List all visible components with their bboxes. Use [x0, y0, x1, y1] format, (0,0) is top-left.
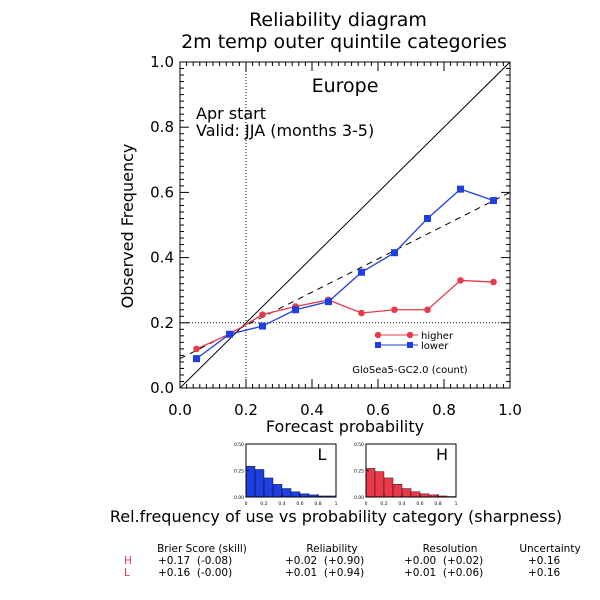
plot-ticks: 0.0 0.2 0.4 0.6 0.8 1.0 0.0 0.2 0.4 0.6 0.8 1.0	[150, 53, 522, 419]
score-row-l-label: L	[124, 567, 130, 579]
sharpness-x-tick-label: 0.8	[434, 501, 441, 507]
sharpness-x-tick-label: 0.2	[260, 501, 267, 507]
sharpness-bar-H	[401, 488, 412, 498]
y-tick-label: 0.6	[150, 183, 174, 201]
score-header-reliability: Reliability	[306, 543, 357, 555]
y-tick-label: 0.4	[150, 249, 174, 267]
x-tick-label: 0.0	[168, 401, 192, 419]
start-annotation: Apr start	[196, 104, 266, 123]
sharpness-y-tick-label: 0.50	[234, 442, 244, 448]
sharpness-caption: Rel.frequency of use vs probability cate…	[110, 507, 562, 526]
sharpness-y-tick-label: 0.50	[354, 442, 364, 448]
score-row-h-reliability: +0.02 (+0.90)	[285, 555, 364, 567]
region-label: Europe	[312, 75, 379, 97]
model-label: GloSea5-GC2.0 (count)	[352, 365, 468, 376]
sharpness-bar-L	[281, 488, 292, 498]
y-tick-label: 0.0	[150, 379, 174, 397]
legend-marker-lower	[375, 342, 381, 348]
sharpness-x-tick-label: 0	[245, 501, 248, 507]
y-tick-label: 0.2	[150, 314, 174, 332]
x-tick-label: 0.6	[366, 401, 390, 419]
sharpness-bar-H	[392, 484, 403, 498]
score-row-h-resolution: +0.00 (+0.02)	[404, 555, 483, 567]
data-point-higher	[193, 345, 200, 353]
data-point-higher	[259, 311, 266, 318]
legend-marker-higher-end	[406, 331, 414, 339]
sharpness-x-tick-label: 0.4	[278, 501, 285, 507]
x-tick-label: 1.0	[498, 401, 522, 419]
series-layer	[193, 185, 497, 363]
sharpness-y-tick-label: 0.25	[234, 469, 244, 475]
score-table: Brier Score (skill) Reliability Resoluti…	[124, 543, 581, 579]
data-point-lower	[358, 268, 365, 276]
sharpness-bar-H	[383, 477, 394, 498]
sharpness-x-tick-label: 0.6	[416, 501, 423, 507]
data-point-lower	[259, 322, 266, 330]
sharpness-bar-L	[254, 469, 265, 498]
sharpness-x-tick-label: 1	[335, 501, 338, 507]
valid-annotation: Valid: JJA (months 3-5)	[196, 121, 374, 140]
chart-subtitle: 2m temp outer quintile categories	[181, 31, 507, 53]
sharpness-x-tick-label: 0.6	[296, 501, 303, 507]
score-row-h-label: H	[124, 555, 132, 567]
sharpness-panel-label: L	[318, 445, 327, 464]
score-header-uncertainty: Uncertainty	[519, 543, 580, 555]
data-point-lower	[325, 298, 332, 306]
legend: higher lower	[374, 331, 454, 352]
y-axis-label: Observed Frequency	[118, 144, 137, 309]
data-point-higher	[424, 306, 431, 314]
legend-label-higher: higher	[421, 331, 454, 342]
data-point-higher	[490, 278, 497, 286]
score-header-brier: Brier Score (skill)	[157, 543, 247, 555]
x-tick-label: 0.4	[300, 401, 324, 419]
data-point-lower	[292, 306, 299, 314]
sharpness-x-tick-label: 1	[455, 501, 458, 507]
legend-marker-higher	[374, 331, 382, 339]
data-point-higher	[391, 306, 398, 314]
sharpness-bar-H	[374, 471, 385, 498]
data-point-higher	[457, 277, 464, 284]
sharpness-x-tick-label: 0	[365, 501, 368, 507]
series-line-lower	[196, 188, 494, 360]
score-row-l-reliability: +0.01 (+0.94)	[285, 567, 364, 579]
sharpness-bar-L	[263, 477, 274, 498]
series-line-higher	[196, 279, 494, 350]
chart-title: Reliability diagram	[249, 9, 427, 31]
sharpness-y-tick-label: 0.25	[354, 469, 364, 475]
x-axis-label: Forecast probability	[266, 417, 424, 436]
perfect-reliability-diagonal	[179, 61, 511, 389]
sharpness-x-tick-label: 0.8	[314, 501, 321, 507]
score-row-l-brier: +0.16 (-0.00)	[158, 567, 232, 579]
x-tick-label: 0.2	[234, 401, 258, 419]
data-point-lower	[457, 185, 464, 193]
y-tick-label: 0.8	[150, 118, 174, 136]
data-point-lower	[226, 330, 233, 338]
legend-label-lower: lower	[421, 341, 449, 352]
sharpness-bar-L	[290, 491, 301, 498]
sharpness-panel-label: H	[436, 445, 448, 464]
legend-marker-lower-end	[407, 342, 413, 348]
score-row-l-resolution: +0.01 (+0.06)	[404, 567, 483, 579]
sharpness-x-tick-label: 0.4	[398, 501, 405, 507]
data-point-higher	[358, 309, 365, 317]
sharpness-x-tick-label: 0.2	[380, 501, 387, 507]
y-tick-label: 1.0	[150, 53, 174, 71]
sharpness-y-tick-label: 0.00	[354, 495, 364, 501]
score-row-h-brier: +0.17 (-0.08)	[158, 555, 232, 567]
data-point-lower	[391, 249, 398, 257]
data-point-lower	[193, 355, 200, 363]
data-point-lower	[490, 197, 497, 205]
sharpness-bar-H	[410, 491, 421, 498]
x-tick-label: 0.8	[432, 401, 456, 419]
reference-lines	[179, 61, 511, 389]
score-row-h-uncertainty: +0.16	[528, 555, 560, 567]
sharpness-bar-H	[365, 468, 376, 498]
sharpness-bar-L	[272, 484, 283, 498]
sharpness-panels: L0.500.250.000 0.2 0.4 0.6 0.8 1H0.500.250.00…	[234, 442, 458, 507]
score-header-resolution: Resolution	[423, 543, 478, 555]
data-point-lower	[424, 214, 431, 222]
sharpness-y-tick-label: 0.00	[234, 495, 244, 501]
score-row-l-uncertainty: +0.16	[528, 567, 560, 579]
